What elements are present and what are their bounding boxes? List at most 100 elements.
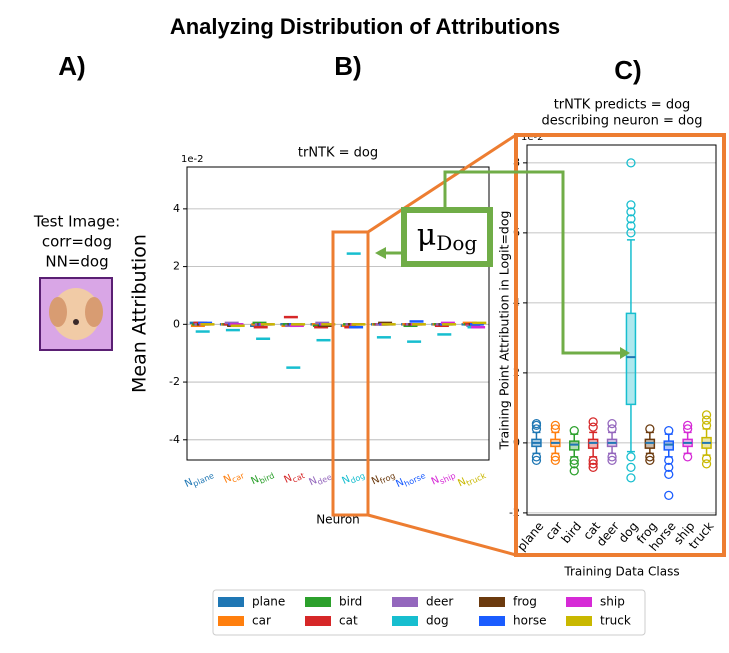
outlier xyxy=(664,469,674,480)
heading: Analyzing Distribution of Attributions xyxy=(170,14,560,39)
outlier xyxy=(550,455,560,466)
annotation-box xyxy=(401,207,493,267)
image-nose xyxy=(73,319,79,325)
outlier xyxy=(664,490,674,501)
y-tick-label: 0 xyxy=(173,317,180,330)
y-axis-label: Mean Attribution xyxy=(129,234,151,393)
legend-swatch xyxy=(392,616,418,626)
outlier xyxy=(626,214,636,224)
annotation-symbol: μ xyxy=(417,218,437,253)
axes-frame xyxy=(186,166,490,461)
outlier xyxy=(626,207,636,217)
offset-label: 1e-2 xyxy=(521,132,544,143)
outlier xyxy=(683,424,693,434)
outlier xyxy=(626,473,636,483)
tick-subscript: cat xyxy=(291,471,306,484)
outlier xyxy=(607,424,617,434)
outlier xyxy=(626,452,636,462)
x-axis-label: Training Data Class xyxy=(563,565,679,579)
outlier xyxy=(569,425,579,436)
image-ear xyxy=(85,297,103,327)
zoom-line xyxy=(367,513,517,557)
annotation: μDog xyxy=(417,218,478,255)
legend-swatch xyxy=(218,597,244,607)
annotation-subscript: Dog xyxy=(436,231,477,255)
x-tick-label: Ncar xyxy=(222,467,246,487)
legend-swatch xyxy=(305,616,331,626)
axes-frame xyxy=(526,144,717,516)
box xyxy=(625,312,637,406)
tick-symbol: N xyxy=(307,475,318,488)
outlier xyxy=(569,466,579,476)
tick-subscript: truck xyxy=(465,470,488,487)
outlier xyxy=(664,455,674,466)
legend-label: frog xyxy=(513,595,537,609)
outlier xyxy=(664,425,674,436)
y-tick-label: 4 xyxy=(173,202,180,215)
outlier xyxy=(683,452,693,462)
zoom-box xyxy=(331,230,370,517)
caption: NN=dog xyxy=(45,253,108,271)
outlier xyxy=(683,420,693,431)
outlier xyxy=(531,418,542,429)
outlier xyxy=(701,420,712,431)
zoom-line xyxy=(367,133,517,234)
tick-symbol: N xyxy=(456,476,467,489)
legend-label: deer xyxy=(426,595,453,609)
outlier xyxy=(531,455,542,466)
tick-subscript: plane xyxy=(191,471,215,489)
outlier xyxy=(626,221,636,231)
tick-subscript: car xyxy=(230,470,246,484)
panel-label: B) xyxy=(334,51,361,81)
outlier xyxy=(626,462,636,473)
x-tick-label: Nbird xyxy=(250,467,276,488)
outlier xyxy=(588,417,598,427)
legend-swatch xyxy=(566,597,592,607)
outlier xyxy=(531,424,542,434)
zoom-frame xyxy=(514,133,726,557)
tick-symbol: N xyxy=(394,477,405,490)
legend-label: cat xyxy=(339,614,358,628)
tick-subscript: ship xyxy=(438,471,457,486)
outlier xyxy=(588,422,598,432)
test-image xyxy=(39,277,113,351)
image-ear xyxy=(49,297,67,327)
chart-title: describing neuron = dog xyxy=(542,114,703,129)
y-tick-label: -4 xyxy=(169,433,180,446)
tick-subscript: bird xyxy=(258,471,276,486)
outlier xyxy=(664,462,674,473)
offset-label: 1e-2 xyxy=(181,154,204,165)
outlier xyxy=(588,462,598,473)
x-tick-label: Nship xyxy=(430,467,457,488)
legend-label: dog xyxy=(426,614,449,628)
outlier xyxy=(626,228,636,238)
arrow-head xyxy=(620,347,630,359)
panel-label: A) xyxy=(58,51,85,81)
caption: corr=dog xyxy=(42,233,112,251)
legend-label: ship xyxy=(600,595,625,609)
outlier xyxy=(607,452,617,462)
outlier xyxy=(550,420,560,431)
outlier xyxy=(701,415,712,425)
outlier xyxy=(701,453,712,464)
legend-label: car xyxy=(252,614,271,628)
arrow-head xyxy=(375,247,386,259)
outlier xyxy=(607,418,617,429)
legend-label: truck xyxy=(600,614,631,628)
outlier xyxy=(531,452,542,462)
legend-swatch xyxy=(392,597,418,607)
outlier xyxy=(607,455,617,466)
connector xyxy=(443,170,622,355)
chart-title: trNTK predicts = dog xyxy=(554,98,691,113)
x-tick-label: Nplane xyxy=(183,467,215,491)
y-tick-label: 2 xyxy=(173,260,180,273)
outlier xyxy=(550,452,560,462)
legend: plane car bird cat deer dog frog horse ship truck xyxy=(212,589,646,636)
tick-subscript: horse xyxy=(403,471,427,489)
x-tick-label: Nfrog xyxy=(370,467,396,488)
legend-swatch xyxy=(479,597,505,607)
outlier xyxy=(626,158,636,168)
outlier xyxy=(569,455,579,466)
